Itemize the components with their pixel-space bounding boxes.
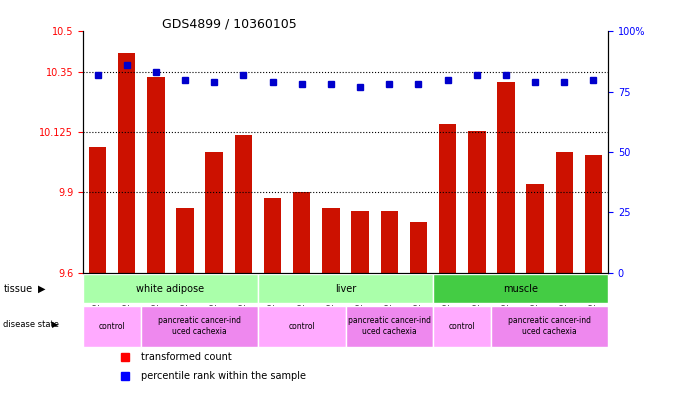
Bar [205,152,223,273]
FancyBboxPatch shape [433,306,491,347]
FancyBboxPatch shape [346,306,433,347]
Bar [468,130,486,273]
Bar [88,147,106,273]
Bar [235,134,252,273]
Bar [439,124,456,273]
Bar [264,198,281,273]
Bar [322,208,340,273]
FancyBboxPatch shape [83,306,141,347]
Bar [118,53,135,273]
FancyBboxPatch shape [433,274,608,303]
Text: tissue: tissue [3,284,32,294]
Text: liver: liver [335,284,356,294]
Text: percentile rank within the sample: percentile rank within the sample [141,371,305,381]
Text: disease state: disease state [3,320,59,329]
FancyBboxPatch shape [258,274,433,303]
Bar [176,208,193,273]
Text: control: control [449,322,475,331]
Text: ▶: ▶ [38,284,46,294]
Bar [410,222,427,273]
Text: pancreatic cancer-ind
uced cachexia: pancreatic cancer-ind uced cachexia [348,316,430,336]
FancyBboxPatch shape [141,306,258,347]
Bar [147,77,164,273]
Bar [351,211,369,273]
Text: control: control [99,322,126,331]
FancyBboxPatch shape [491,306,608,347]
Text: GDS4899 / 10360105: GDS4899 / 10360105 [162,17,296,30]
Text: pancreatic cancer-ind
uced cachexia: pancreatic cancer-ind uced cachexia [158,316,241,336]
Bar [556,152,573,273]
FancyBboxPatch shape [258,306,346,347]
Text: white adipose: white adipose [136,284,205,294]
Bar [498,83,515,273]
Text: pancreatic cancer-ind
uced cachexia: pancreatic cancer-ind uced cachexia [508,316,591,336]
Bar [381,211,398,273]
FancyBboxPatch shape [83,274,258,303]
Text: ▶: ▶ [52,320,58,329]
Text: control: control [288,322,315,331]
Text: transformed count: transformed count [141,352,231,362]
Text: muscle: muscle [503,284,538,294]
Bar [585,155,603,273]
Bar [527,184,544,273]
Bar [293,192,310,273]
